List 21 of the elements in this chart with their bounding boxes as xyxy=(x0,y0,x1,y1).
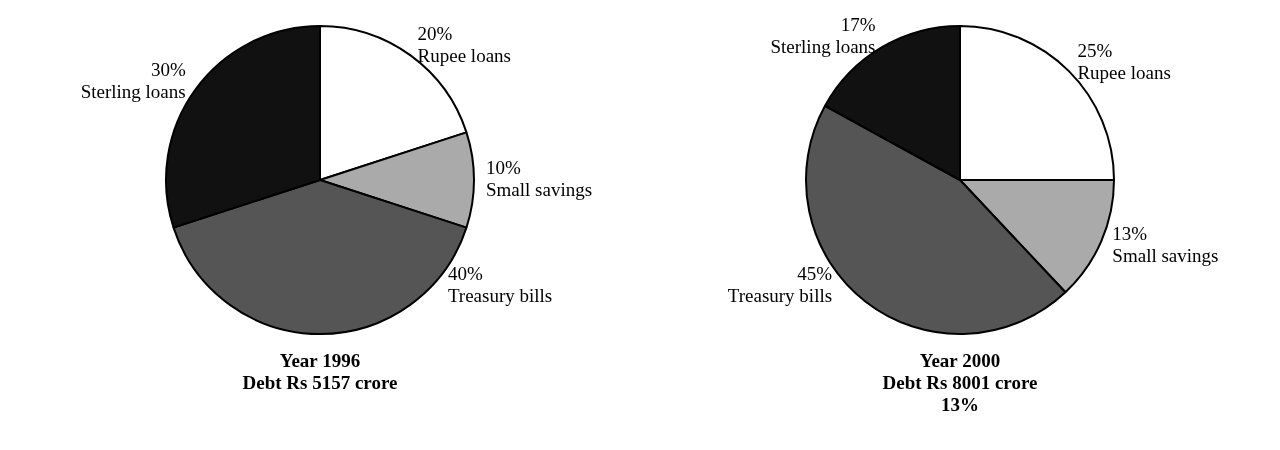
slice-label: Small savings xyxy=(1112,244,1219,266)
slice-label: Small savings xyxy=(486,178,593,200)
slice-label: Rupee loans xyxy=(417,44,511,66)
slice-label: Rupee loans xyxy=(1077,61,1171,83)
slice-label: Treasury bills xyxy=(447,284,553,306)
text: Debt Rs 8001 crore xyxy=(881,372,1039,394)
text: Year 2000 xyxy=(918,350,1002,372)
text: Year 1996 xyxy=(278,350,362,372)
slice-label: Sterling loans xyxy=(80,81,186,103)
data-label: 30% xyxy=(150,59,186,81)
slice-label: Sterling loans xyxy=(770,36,876,58)
data-label: 40% xyxy=(447,262,483,284)
data-label: 13% xyxy=(1112,222,1148,244)
data-label: 20% xyxy=(417,22,453,44)
data-label: 25% xyxy=(1077,39,1113,61)
slice-label: Treasury bills xyxy=(727,284,833,306)
data-label: 10% xyxy=(486,156,521,178)
text: 13% xyxy=(940,394,980,416)
data-label: 45% xyxy=(797,262,833,284)
text: Debt Rs 5157 crore xyxy=(241,372,399,394)
data-label: 17% xyxy=(840,14,876,36)
